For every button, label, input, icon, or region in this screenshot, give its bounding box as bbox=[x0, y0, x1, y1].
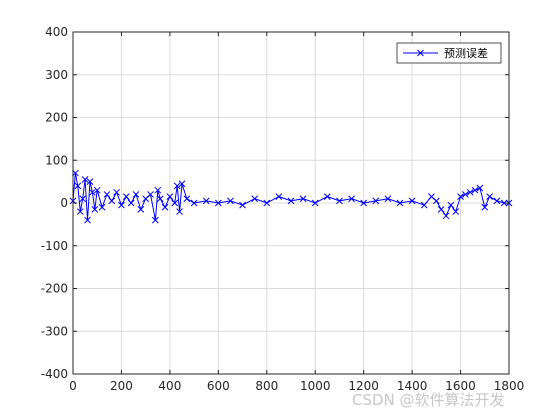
data-point-marker bbox=[323, 193, 331, 200]
data-point-marker bbox=[74, 182, 82, 190]
data-point-marker bbox=[190, 199, 198, 207]
data-point-marker bbox=[91, 206, 99, 213]
y-tick-label: -300 bbox=[41, 324, 68, 338]
data-point-marker bbox=[493, 197, 501, 205]
data-point-marker bbox=[173, 182, 181, 190]
data-point-marker bbox=[166, 193, 174, 200]
y-tick-label: -100 bbox=[41, 239, 68, 253]
data-point-marker bbox=[86, 178, 94, 185]
data-point-marker bbox=[360, 199, 368, 207]
data-point-marker bbox=[471, 186, 479, 194]
data-point-marker bbox=[372, 197, 380, 205]
series-line bbox=[72, 173, 509, 221]
data-point-marker bbox=[103, 191, 111, 198]
data-point-marker bbox=[481, 203, 489, 211]
data-point-marker bbox=[81, 176, 89, 183]
data-point-marker bbox=[476, 184, 484, 192]
data-point-marker bbox=[214, 199, 222, 207]
y-axis-ticks: -400 -300 -200 -100 0 100 200 300 400 bbox=[41, 25, 509, 381]
data-point-marker bbox=[154, 186, 162, 194]
data-point-marker bbox=[161, 203, 169, 211]
x-tick-label: 1600 bbox=[445, 379, 476, 393]
data-point-marker bbox=[420, 201, 428, 209]
data-point-marker bbox=[113, 188, 120, 196]
data-point-marker bbox=[500, 199, 508, 207]
data-point-marker bbox=[408, 197, 416, 205]
data-point-marker bbox=[127, 199, 135, 207]
data-point-marker bbox=[202, 197, 210, 205]
legend-label: 预测误差 bbox=[444, 46, 488, 60]
data-point-marker bbox=[171, 199, 179, 207]
data-point-marker bbox=[486, 193, 493, 200]
y-tick-label: 100 bbox=[45, 153, 68, 167]
y-tick-label: 200 bbox=[45, 111, 68, 125]
data-point-marker bbox=[76, 208, 84, 215]
data-point-marker bbox=[183, 195, 191, 203]
data-point-marker bbox=[84, 216, 91, 224]
data-point-marker bbox=[98, 203, 106, 211]
data-point-marker bbox=[287, 197, 295, 205]
legend-marker bbox=[417, 49, 424, 57]
watermark-text: CSDN @软件算法开发 bbox=[352, 391, 505, 409]
x-tick-label: 0 bbox=[69, 379, 77, 393]
data-point-marker bbox=[384, 195, 392, 203]
series-group bbox=[69, 169, 513, 224]
x-tick-label: 1200 bbox=[348, 379, 379, 393]
data-point-marker bbox=[457, 193, 464, 200]
data-point-marker bbox=[239, 201, 246, 209]
data-point-marker bbox=[137, 206, 145, 213]
y-tick-label: -400 bbox=[41, 367, 68, 381]
data-point-marker bbox=[251, 195, 259, 203]
data-point-marker bbox=[178, 180, 186, 188]
legend: 预测误差 bbox=[396, 42, 502, 64]
data-point-marker bbox=[432, 197, 440, 205]
data-point-marker bbox=[263, 199, 271, 207]
x-tick-label: 1000 bbox=[300, 379, 331, 393]
y-tick-label: 300 bbox=[45, 68, 68, 82]
data-point-marker bbox=[396, 199, 404, 207]
data-point-marker bbox=[122, 193, 130, 200]
y-tick-label: 400 bbox=[45, 25, 68, 39]
x-axis-ticks: 0 200 400 600 800 1000 1200 1400 1600 1800 bbox=[69, 32, 524, 393]
data-point-marker bbox=[227, 197, 234, 205]
data-point-marker bbox=[452, 208, 460, 215]
data-point-marker bbox=[108, 197, 116, 205]
data-point-marker bbox=[79, 195, 87, 203]
data-point-marker bbox=[466, 188, 474, 196]
y-tick-label: -200 bbox=[41, 282, 68, 296]
data-point-marker bbox=[147, 191, 154, 198]
data-point-marker bbox=[176, 208, 183, 215]
y-tick-label: 0 bbox=[60, 196, 68, 210]
data-point-marker bbox=[132, 191, 140, 198]
x-tick-label: 600 bbox=[207, 379, 230, 393]
data-point-marker bbox=[336, 197, 343, 205]
data-point-marker bbox=[118, 201, 125, 209]
data-point-marker bbox=[437, 206, 445, 213]
data-point-marker bbox=[348, 195, 355, 203]
x-tick-label: 1800 bbox=[494, 379, 525, 393]
data-point-marker bbox=[447, 201, 455, 209]
data-point-marker bbox=[275, 193, 283, 200]
x-tick-label: 400 bbox=[158, 379, 181, 393]
data-point-marker bbox=[156, 195, 164, 203]
data-point-marker bbox=[89, 188, 96, 196]
data-point-marker bbox=[152, 216, 159, 224]
x-tick-label: 800 bbox=[255, 379, 278, 393]
legend-box bbox=[396, 42, 502, 64]
x-tick-label: 1400 bbox=[397, 379, 428, 393]
data-point-marker bbox=[311, 199, 319, 207]
data-point-marker bbox=[299, 195, 307, 203]
data-point-marker bbox=[442, 212, 450, 220]
data-point-marker bbox=[462, 191, 469, 198]
x-tick-label: 200 bbox=[110, 379, 133, 393]
data-point-marker bbox=[93, 186, 101, 194]
